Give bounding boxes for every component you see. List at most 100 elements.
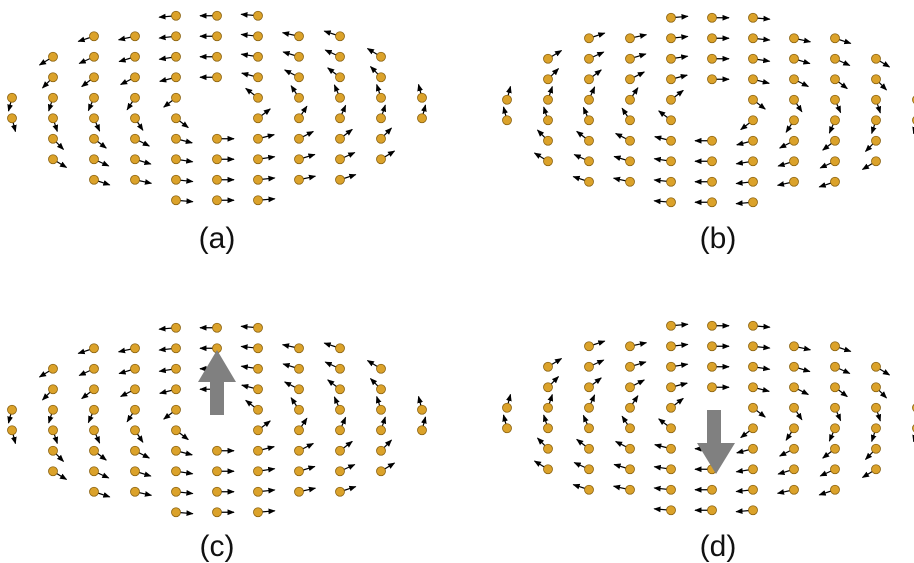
spin-site [749,198,758,207]
spin-site [708,321,717,330]
spin-site [749,424,758,433]
spin-site [626,116,635,125]
spin-site [213,487,222,496]
spin-site [667,75,676,84]
spin-site [831,116,840,125]
spin-site [790,403,799,412]
spin-site [213,32,222,41]
page: {"panels": [{"label": "(a)"}, {"label": … [0,0,914,563]
spin-site [90,134,99,143]
spin-site [90,385,99,394]
spin-site [872,136,881,145]
spin-site [377,446,386,455]
spin-site [626,95,635,104]
spin-site [418,405,427,414]
spin-site [336,52,345,61]
spin-site [213,134,222,143]
spin-site [831,465,840,474]
spin-site [667,177,676,186]
spin-site [749,403,758,412]
spin-site [90,426,99,435]
spin-site [708,54,717,63]
spin-site [172,73,181,82]
spin-site [667,116,676,125]
spin-site [172,32,181,41]
spin-site [667,485,676,494]
spin-site [131,405,140,414]
spin-field [8,11,914,517]
spin-site [790,465,799,474]
spin-site [749,485,758,494]
spin-site [544,424,553,433]
core-arrow-down [697,410,735,474]
spin-site [90,93,99,102]
spin-site [295,93,304,102]
spin-site [585,136,594,145]
spin-site [295,446,304,455]
spin-site [8,114,17,123]
spin-site [503,95,512,104]
spin-site [749,54,758,63]
spin-site [172,426,181,435]
spin-site [131,114,140,123]
spin-site [749,75,758,84]
spin-site [377,52,386,61]
spin-site [295,487,304,496]
spin-site [336,405,345,414]
spin-site [708,506,717,515]
spin-site [295,52,304,61]
spin-site [667,136,676,145]
spin-site [90,344,99,353]
spin-site [667,383,676,392]
spin-site [790,95,799,104]
spin-site [790,342,799,351]
spin-site [749,34,758,43]
spin-site [749,383,758,392]
spin-site [131,467,140,476]
spin-site [49,426,58,435]
spin-site [585,362,594,371]
spin-site [585,342,594,351]
spin-site [336,385,345,394]
spin-site [585,54,594,63]
spin-site [872,424,881,433]
spin-site [172,155,181,164]
spin-site [667,465,676,474]
spin-site [626,403,635,412]
spin-site [667,13,676,22]
spin-site [254,134,263,143]
spin-site [708,136,717,145]
spin-site [749,116,758,125]
spin-site [131,52,140,61]
spin-site [131,134,140,143]
panel-label: (b) [700,222,737,255]
spin-site [8,405,17,414]
spin-site [708,13,717,22]
spin-site [377,155,386,164]
spin-site [626,75,635,84]
spin-site [790,136,799,145]
spin-site [418,426,427,435]
spin-site [544,75,553,84]
spin-site [831,383,840,392]
spin-site [667,321,676,330]
spin-site [544,465,553,474]
spin-site [626,342,635,351]
spin-site [831,403,840,412]
spin-site [49,134,58,143]
spin-site [254,73,263,82]
spin-site [213,196,222,205]
spin-site [544,157,553,166]
core-arrow-up [198,350,236,415]
spin-site [790,485,799,494]
spin-site [254,487,263,496]
spin-site [544,383,553,392]
spin-site [8,426,17,435]
spin-site [749,13,758,22]
spin-site [749,465,758,474]
spin-site [749,177,758,186]
spin-site [708,34,717,43]
spin-site [172,114,181,123]
spin-site [172,508,181,517]
spin-site [749,444,758,453]
